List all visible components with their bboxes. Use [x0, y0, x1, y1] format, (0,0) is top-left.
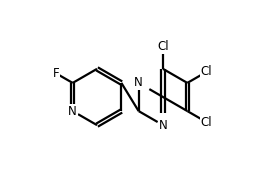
Text: Cl: Cl [157, 40, 169, 53]
Text: Cl: Cl [201, 65, 212, 78]
Text: N: N [134, 76, 143, 89]
Text: Cl: Cl [201, 116, 212, 129]
Text: N: N [68, 105, 77, 118]
Text: F: F [53, 67, 59, 80]
Text: N: N [159, 119, 167, 132]
